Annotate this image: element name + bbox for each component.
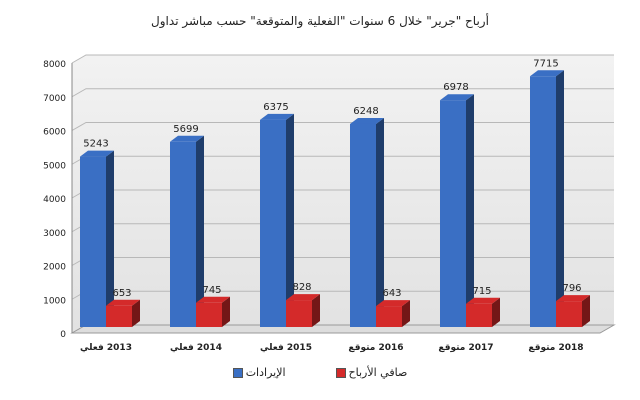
y-tick-label: 1000 bbox=[43, 296, 66, 306]
bar-top bbox=[106, 299, 140, 306]
bar-side bbox=[196, 135, 204, 327]
legend-label: الإيرادات bbox=[245, 366, 286, 379]
bar bbox=[170, 141, 196, 327]
data-label: 653 bbox=[112, 288, 131, 299]
x-tick-label: 2015 فعلي bbox=[260, 343, 312, 353]
data-label: 6978 bbox=[443, 82, 468, 93]
bar-side bbox=[106, 150, 114, 327]
bar-top bbox=[350, 117, 384, 124]
data-label: 828 bbox=[292, 282, 311, 293]
y-tick-label: 3000 bbox=[43, 229, 66, 239]
bar-top bbox=[80, 150, 114, 157]
bar bbox=[350, 123, 376, 327]
x-tick-label: 2018 متوقع bbox=[528, 343, 583, 353]
bar-top bbox=[286, 294, 320, 301]
y-tick-label: 0 bbox=[60, 330, 66, 340]
data-label: 5243 bbox=[83, 139, 108, 150]
back-wall bbox=[72, 55, 614, 333]
bar-side bbox=[376, 117, 384, 327]
bar bbox=[106, 305, 132, 327]
legend: صافي الأرباح الإيرادات bbox=[0, 366, 640, 379]
bar-top bbox=[376, 300, 410, 307]
bar-side bbox=[556, 70, 564, 327]
bar bbox=[260, 119, 286, 327]
gridline bbox=[71, 54, 614, 64]
bar-side bbox=[466, 94, 474, 327]
data-label: 5699 bbox=[173, 124, 198, 135]
bar-top bbox=[170, 135, 204, 142]
gridline bbox=[71, 122, 614, 131]
bar bbox=[80, 156, 106, 327]
bar-side bbox=[312, 294, 320, 327]
legend-label: صافي الأرباح bbox=[348, 366, 408, 379]
bar-top bbox=[260, 113, 294, 120]
bar bbox=[286, 300, 312, 327]
x-tick-label: 2014 فعلي bbox=[170, 343, 222, 353]
bar-side bbox=[132, 299, 140, 327]
bar-side bbox=[492, 297, 500, 327]
bar-side bbox=[222, 296, 230, 327]
bar bbox=[556, 301, 582, 327]
bar bbox=[440, 100, 466, 327]
y-tick-label: 5000 bbox=[43, 161, 66, 171]
data-label: 715 bbox=[472, 286, 491, 297]
legend-item-revenue: الإيرادات bbox=[232, 366, 286, 379]
bar-top bbox=[556, 295, 590, 302]
y-tick-label: 7000 bbox=[43, 94, 66, 104]
bar-top bbox=[196, 296, 230, 303]
bar-side bbox=[582, 295, 590, 327]
bar-side bbox=[286, 113, 294, 327]
data-label: 796 bbox=[562, 283, 581, 294]
y-tick-label: 8000 bbox=[43, 60, 66, 70]
data-label: 745 bbox=[202, 285, 221, 296]
data-label: 7715 bbox=[533, 58, 558, 69]
legend-swatch-red bbox=[335, 367, 346, 378]
bar-top bbox=[440, 94, 474, 101]
data-label: 6375 bbox=[263, 102, 288, 113]
bar bbox=[466, 303, 492, 327]
bar bbox=[376, 306, 402, 327]
bar bbox=[196, 302, 222, 327]
x-tick-label: 2016 متوقع bbox=[348, 343, 403, 353]
y-tick-label: 4000 bbox=[43, 195, 66, 205]
legend-item-net-profit: صافي الأرباح bbox=[335, 366, 408, 379]
chart-title: أرباح "جرير" خلال 6 سنوات "الفعلية والمت… bbox=[151, 14, 489, 28]
legend-swatch-blue bbox=[232, 367, 243, 378]
y-tick-label: 2000 bbox=[43, 263, 66, 273]
bar bbox=[530, 76, 556, 327]
bar-side bbox=[402, 300, 410, 327]
y-tick-label: 6000 bbox=[43, 128, 66, 138]
bar-top bbox=[530, 70, 564, 77]
data-label: 643 bbox=[382, 288, 401, 299]
x-tick-label: 2013 فعلي bbox=[80, 343, 132, 353]
x-tick-label: 2017 متوقع bbox=[438, 343, 493, 353]
bar-top bbox=[466, 297, 500, 304]
data-label: 6248 bbox=[353, 106, 378, 117]
gridline bbox=[71, 88, 614, 98]
